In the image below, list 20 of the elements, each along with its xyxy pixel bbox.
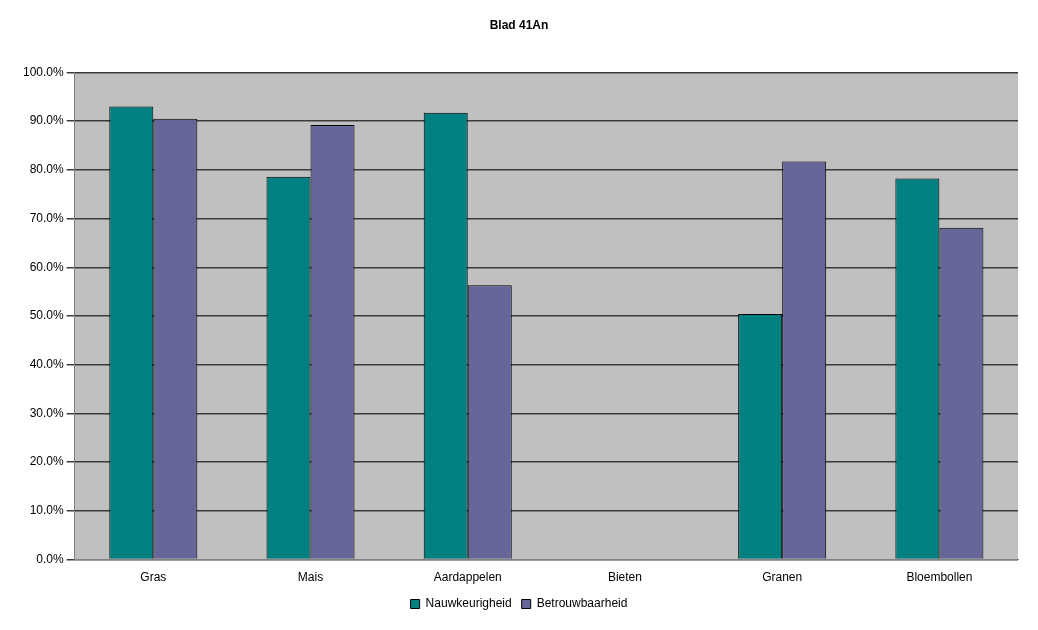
y-tick-label: 40.0% (29, 357, 65, 372)
x-tick-label: Aardappelen (433, 570, 502, 585)
x-tick-label: Granen (762, 570, 803, 585)
legend-label: Betrouwbaarheid (536, 596, 628, 611)
x-tick-label: Mais (297, 570, 324, 585)
y-tick-label: 90.0% (29, 113, 65, 128)
y-tick-label: 10.0% (29, 503, 65, 518)
x-tick-label: Bieten (607, 570, 642, 585)
y-tick-label: 80.0% (29, 162, 65, 177)
y-tick-label: 50.0% (29, 308, 65, 323)
legend-label: Nauwkeurigheid (425, 596, 512, 611)
x-tick-label: Gras (140, 570, 167, 585)
y-tick-label: 30.0% (29, 405, 65, 420)
y-tick-label: 20.0% (29, 454, 65, 469)
y-tick-label: 60.0% (29, 259, 65, 274)
y-tick-label: 70.0% (29, 210, 65, 225)
chart-title: Blad 41An (489, 17, 549, 32)
y-tick-label: 100.0% (23, 64, 65, 79)
x-tick-label: Bloembollen (906, 570, 973, 585)
y-tick-label: 0.0% (36, 551, 65, 566)
